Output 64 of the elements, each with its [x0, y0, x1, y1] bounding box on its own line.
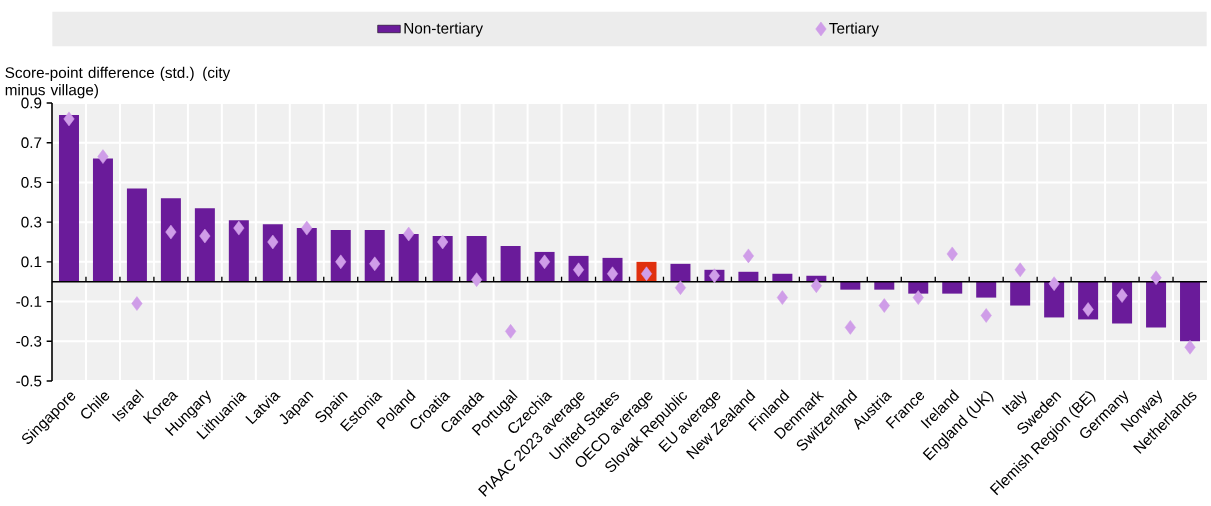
bar — [1146, 281, 1167, 328]
point — [97, 149, 109, 164]
point — [1014, 262, 1026, 278]
point — [505, 324, 517, 339]
point — [708, 268, 720, 284]
point — [912, 290, 924, 305]
y-tick-label: 0.9 — [21, 97, 42, 109]
point — [1082, 302, 1094, 317]
point — [267, 234, 279, 250]
y-tick-label: -0.1 — [16, 296, 42, 307]
point — [776, 290, 788, 305]
y-tick-label: 0.5 — [21, 177, 42, 188]
point — [539, 254, 551, 270]
y-tick-label: 0.7 — [21, 137, 42, 149]
bar — [58, 114, 79, 282]
point — [742, 248, 754, 264]
legend-label: Tertiary — [829, 22, 879, 37]
bar — [976, 281, 997, 298]
y-tick-label: 0.3 — [21, 216, 42, 228]
point — [946, 246, 958, 262]
bar — [296, 228, 317, 282]
point — [640, 266, 653, 282]
y-tick-label: 0.1 — [21, 256, 42, 268]
point — [1116, 288, 1128, 303]
bar — [92, 158, 113, 282]
bar — [942, 281, 963, 294]
point — [1150, 270, 1162, 286]
y-tick-label: -0.5 — [16, 375, 42, 387]
point — [810, 278, 822, 293]
bar — [1010, 281, 1031, 306]
bar — [126, 188, 147, 282]
bar — [228, 220, 249, 282]
point — [233, 220, 245, 236]
point — [403, 226, 415, 242]
bar — [330, 230, 351, 282]
bar — [194, 208, 215, 282]
bar — [262, 224, 283, 282]
bar — [364, 230, 385, 282]
y-tick-label: -0.3 — [16, 335, 42, 347]
point — [573, 262, 585, 278]
bar — [1180, 281, 1201, 342]
point — [878, 298, 890, 313]
bar — [500, 245, 521, 282]
point — [1048, 276, 1060, 291]
point — [437, 234, 449, 250]
point — [131, 296, 143, 311]
point — [63, 111, 75, 127]
point — [607, 266, 619, 282]
bar — [466, 236, 487, 282]
bar — [160, 198, 181, 282]
point — [199, 228, 211, 244]
point — [369, 256, 381, 272]
point — [301, 220, 313, 236]
point — [1184, 339, 1196, 355]
bar — [738, 271, 759, 282]
point — [471, 272, 483, 287]
point — [844, 320, 856, 335]
point — [335, 254, 347, 270]
bar — [398, 234, 419, 282]
legend-label: Non-tertiary — [404, 22, 484, 37]
point — [980, 308, 992, 323]
point — [165, 224, 177, 240]
point — [674, 280, 686, 295]
bar — [670, 263, 691, 282]
